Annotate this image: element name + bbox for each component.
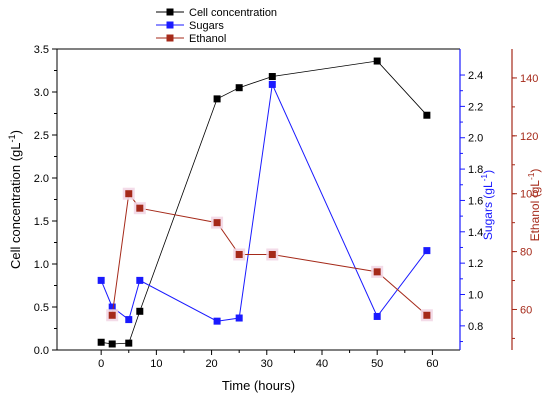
ethanol-marker bbox=[108, 311, 116, 319]
sugars-marker bbox=[268, 80, 276, 88]
sugars-tick-label: 1.0 bbox=[468, 290, 483, 302]
sugars-tick-label: 2.2 bbox=[468, 101, 483, 113]
cell-tick-label: 3.5 bbox=[34, 44, 49, 56]
cell-marker bbox=[108, 340, 116, 348]
sugars-tick-label: 1.8 bbox=[468, 164, 483, 176]
cell-tick-label: 2.5 bbox=[34, 130, 49, 142]
sugars-tick-label: 1.6 bbox=[468, 195, 483, 207]
x-axis-label: Time (hours) bbox=[222, 378, 295, 393]
ethanol-marker bbox=[136, 204, 144, 212]
sugars-marker bbox=[97, 276, 105, 284]
cell-marker bbox=[213, 95, 221, 103]
ethanol-tick-label: 60 bbox=[520, 304, 532, 316]
sugars-tick-label: 2.4 bbox=[468, 70, 483, 82]
series-layer bbox=[97, 57, 433, 348]
cell-marker bbox=[373, 57, 381, 65]
ethanol-marker bbox=[213, 219, 221, 227]
sugars-marker bbox=[235, 314, 243, 322]
legend-label-cell: Cell concentration bbox=[189, 7, 277, 19]
x-tick-label: 10 bbox=[150, 358, 162, 370]
sugars-marker bbox=[423, 247, 431, 255]
legend-marker-cell bbox=[166, 8, 174, 16]
cell-tick-label: 0.5 bbox=[34, 302, 49, 314]
ethanol-tick-label: 100 bbox=[520, 189, 538, 201]
cell-marker bbox=[423, 111, 431, 119]
sugars-marker bbox=[108, 303, 116, 311]
cell-marker bbox=[125, 339, 133, 347]
legend-label-ethanol: Ethanol bbox=[189, 33, 226, 45]
cell-marker bbox=[235, 84, 243, 92]
x-tick-label: 60 bbox=[426, 358, 438, 370]
cell-tick-label: 3.0 bbox=[34, 87, 49, 99]
sugars-marker bbox=[213, 317, 221, 325]
sugars-axis-label: Sugars (gL-1) bbox=[479, 170, 495, 240]
cell-tick-label: 0.0 bbox=[34, 345, 49, 357]
sugars-tick-label: 1.4 bbox=[468, 227, 483, 239]
x-tick-label: 20 bbox=[205, 358, 217, 370]
sugars-tick-label: 1.2 bbox=[468, 258, 483, 270]
x-tick-label: 40 bbox=[316, 358, 328, 370]
ethanol-marker bbox=[235, 250, 243, 258]
sugars-tick-label: 0.8 bbox=[468, 321, 483, 333]
x-tick-label: 0 bbox=[98, 358, 104, 370]
ethanol-tick-label: 80 bbox=[520, 247, 532, 259]
legend-marker-ethanol bbox=[166, 34, 174, 42]
cell-tick-label: 1.5 bbox=[34, 216, 49, 228]
cell-marker bbox=[97, 338, 105, 346]
axes-layer: 0 10 20 30 40 50 60 Time (hours) 0.0 0.5 1.0 1.5 2.0… bbox=[7, 44, 542, 393]
ethanol-marker bbox=[423, 311, 431, 319]
ethanol-marker bbox=[125, 190, 133, 198]
cell-marker bbox=[136, 307, 144, 315]
cell-tick-label: 1.0 bbox=[34, 259, 49, 271]
sugars-marker bbox=[125, 316, 133, 324]
ethanol-tick-label: 120 bbox=[520, 131, 538, 143]
sugars-marker bbox=[136, 276, 144, 284]
sugars-marker bbox=[373, 312, 381, 320]
legend-label-sugars: Sugars bbox=[189, 20, 224, 32]
sugars-tick-label: 2.0 bbox=[468, 133, 483, 145]
cell-tick-label: 2.0 bbox=[34, 173, 49, 185]
x-tick-label: 50 bbox=[371, 358, 383, 370]
cell-marker bbox=[268, 73, 276, 81]
ethanol-marker bbox=[373, 268, 381, 276]
ethanol-tick-label: 140 bbox=[520, 73, 538, 85]
cell-axis-label: Cell concentration (gL-1) bbox=[7, 130, 23, 269]
legend-marker-sugars bbox=[166, 21, 174, 29]
x-tick-label: 30 bbox=[261, 358, 273, 370]
ethanol-marker bbox=[268, 250, 276, 258]
ethanol-axis-label: Ethanol (gL-1) bbox=[526, 169, 542, 242]
